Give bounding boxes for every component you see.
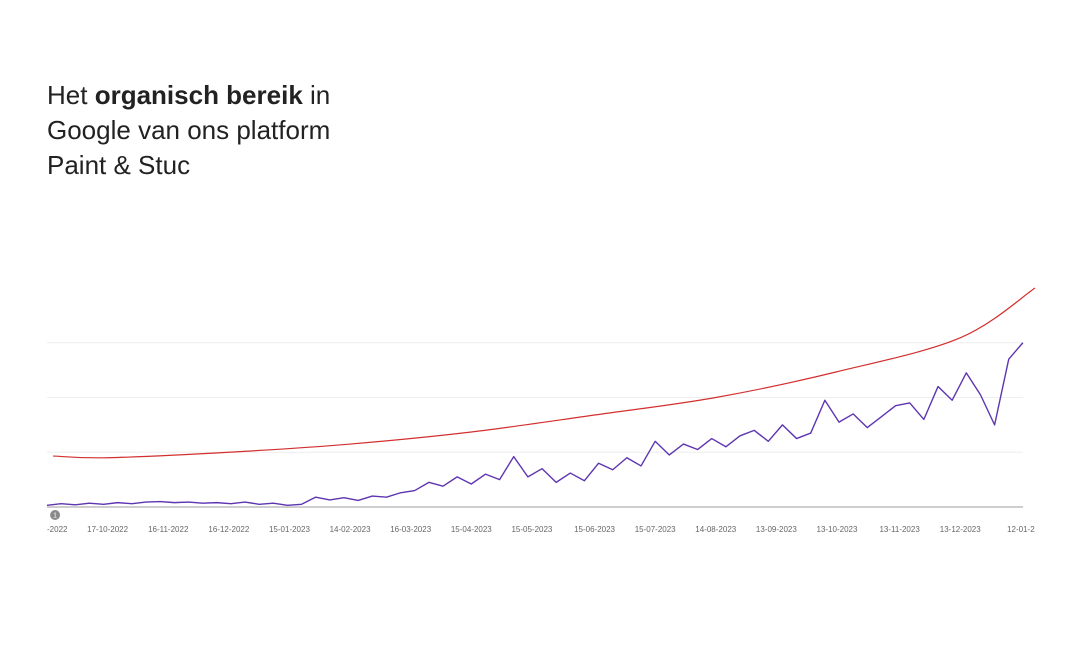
- x-tick-label: 15-06-2023: [574, 525, 615, 534]
- title-part: in: [310, 80, 331, 110]
- x-tick-label: 15-05-2023: [511, 525, 552, 534]
- title-part: Google van ons platform: [47, 115, 331, 145]
- title-part: Het: [47, 80, 88, 110]
- x-tick-label: 13-09-2023: [756, 525, 797, 534]
- annotation-label: 1: [53, 512, 57, 519]
- x-tick-label: -2022: [47, 525, 68, 534]
- x-tick-label: 16-03-2023: [390, 525, 431, 534]
- x-tick-label: 15-01-2023: [269, 525, 310, 534]
- title-part: Paint & Stuc: [47, 150, 191, 180]
- x-tick-label: 14-02-2023: [330, 525, 371, 534]
- x-tick-label: 12-01-2: [1007, 525, 1035, 534]
- title: Het organisch bereik in Google van ons pl…: [47, 78, 330, 183]
- x-tick-label: 17-10-2022: [87, 525, 128, 534]
- x-tick-label: 13-10-2023: [817, 525, 858, 534]
- annotation-marker: [50, 510, 61, 520]
- x-tick-label: 15-04-2023: [451, 525, 492, 534]
- trend-line: [53, 287, 1036, 459]
- data-line: [46, 342, 1024, 507]
- x-tick-label: 16-12-2022: [208, 525, 249, 534]
- title-bold: organisch bereik: [94, 80, 303, 110]
- x-tick-label: 14-08-2023: [695, 525, 736, 534]
- x-tick-label: 13-12-2023: [940, 525, 981, 534]
- x-tick-label: 15-07-2023: [635, 525, 676, 534]
- x-tick-label: 16-11-2022: [148, 525, 189, 534]
- x-tick-label: 13-11-2023: [879, 525, 920, 534]
